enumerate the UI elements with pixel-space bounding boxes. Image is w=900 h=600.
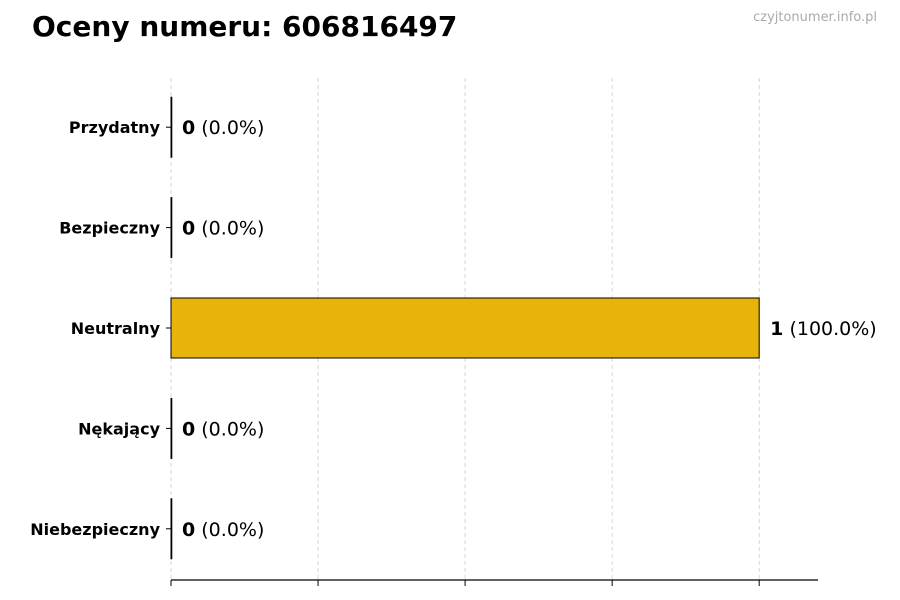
- data-label: 0 (0.0%): [182, 519, 264, 541]
- bar: [170, 397, 173, 459]
- bar: [170, 297, 760, 359]
- y-tick-label: Niebezpieczny: [30, 520, 160, 539]
- data-label: 1 (100.0%): [770, 318, 877, 340]
- y-tick-label: Neutralny: [71, 319, 161, 338]
- chart-title: Oceny numeru: 606816497: [32, 10, 458, 43]
- data-label: 0 (0.0%): [182, 218, 264, 240]
- data-label: 0 (0.0%): [182, 117, 264, 139]
- data-label: 0 (0.0%): [182, 418, 264, 440]
- y-tick-label: Bezpieczny: [59, 219, 160, 238]
- y-tick-label: Przydatny: [69, 118, 161, 137]
- bar: [170, 498, 173, 560]
- watermark: czyjtonumer.info.pl: [753, 10, 877, 25]
- bar: [170, 96, 173, 158]
- bar: [170, 197, 173, 259]
- y-tick-label: Nękający: [78, 419, 160, 438]
